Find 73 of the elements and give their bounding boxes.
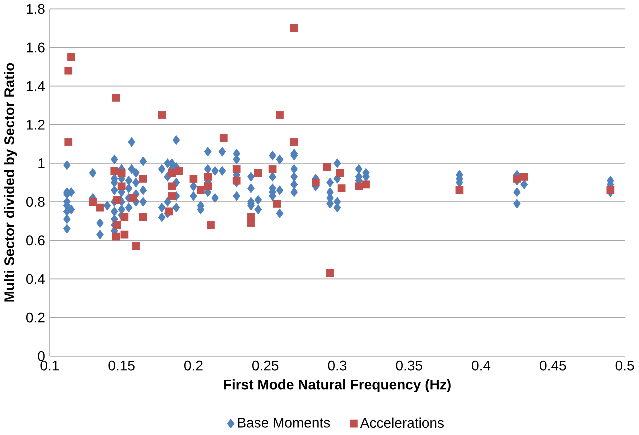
point xyxy=(114,196,122,204)
point xyxy=(120,213,129,222)
point xyxy=(273,200,282,208)
point xyxy=(114,221,122,229)
y-axis-title: Multi Sector divided by Sector Ratio xyxy=(4,63,18,302)
point xyxy=(139,213,148,222)
point xyxy=(110,167,119,175)
point xyxy=(120,230,129,239)
point xyxy=(355,182,363,190)
point xyxy=(132,242,140,250)
x-tick-label: 0.5 xyxy=(616,360,634,371)
point xyxy=(513,174,522,183)
point xyxy=(336,168,344,177)
point xyxy=(204,172,212,181)
point xyxy=(196,186,205,194)
point xyxy=(175,167,184,175)
point xyxy=(247,219,256,227)
point xyxy=(64,138,73,146)
x-tick-label: 0.35 xyxy=(396,360,422,371)
point xyxy=(232,165,241,173)
y-tick-label: 0.6 xyxy=(26,235,45,246)
x-tick-label: 0.15 xyxy=(108,360,135,371)
y-tick-label: 0.2 xyxy=(26,312,45,323)
y-tick-label: 1 xyxy=(38,158,45,168)
point xyxy=(190,174,198,183)
point xyxy=(520,172,528,181)
y-tick-label: 1.6 xyxy=(27,42,45,52)
x-tick-label: 0.25 xyxy=(252,360,279,371)
point xyxy=(139,174,148,183)
point xyxy=(362,180,370,188)
point xyxy=(89,198,97,206)
point xyxy=(324,163,332,172)
x-tick-label: 0.45 xyxy=(540,360,566,371)
x-tick-label: 0.4 xyxy=(472,360,491,371)
point xyxy=(290,24,298,32)
point xyxy=(168,192,176,200)
point xyxy=(276,111,284,119)
x-tick-label: 0.3 xyxy=(328,360,347,371)
y-tick-label: 0.4 xyxy=(26,274,46,284)
point xyxy=(118,168,126,177)
point xyxy=(112,94,120,102)
point xyxy=(207,221,215,229)
point xyxy=(158,111,166,119)
y-tick-label: 0.8 xyxy=(26,196,45,207)
point xyxy=(96,204,104,212)
point xyxy=(118,182,126,190)
y-tick-label: 0 xyxy=(38,351,45,362)
point xyxy=(68,53,76,62)
point xyxy=(606,186,615,194)
point xyxy=(204,182,212,190)
point xyxy=(168,168,176,177)
y-tick-label: 1.2 xyxy=(27,120,45,130)
x-axis-title: First Mode Natural Frequency (Hz) xyxy=(224,379,451,392)
legend-label: Accelerations xyxy=(360,418,444,428)
point xyxy=(220,134,228,142)
point xyxy=(112,232,120,240)
point xyxy=(312,178,320,186)
point xyxy=(326,269,334,278)
x-tick-label: 0.2 xyxy=(184,360,203,371)
point xyxy=(290,138,298,146)
point xyxy=(168,182,176,190)
point xyxy=(232,176,241,185)
x-tick-label: 0.1 xyxy=(40,360,59,371)
point xyxy=(64,66,73,75)
point xyxy=(129,194,138,202)
point xyxy=(254,168,262,177)
point xyxy=(165,208,174,216)
point xyxy=(268,165,277,173)
point xyxy=(338,184,346,192)
y-tick-label: 1.8 xyxy=(27,4,45,14)
legend-label: Base Moments xyxy=(238,418,330,428)
y-tick-label: 1.4 xyxy=(27,81,46,91)
point xyxy=(456,186,464,194)
